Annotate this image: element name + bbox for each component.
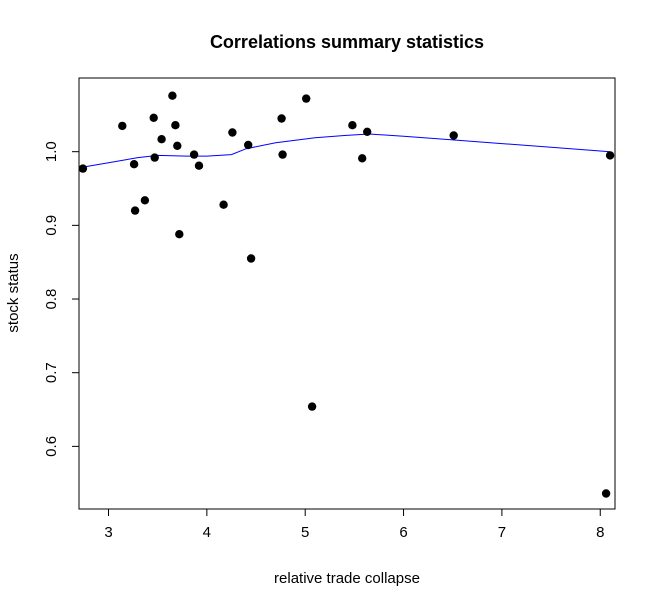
data-point [140,196,150,205]
x-tick-label: 5 [301,524,309,541]
data-point [363,127,372,136]
data-point [219,200,228,209]
y-tick-label: 0.7 [43,362,60,383]
y-tick-label: 0.8 [43,289,60,310]
data-point [302,94,311,103]
data-point [78,164,88,173]
x-tick-label: 7 [498,524,506,541]
data-point [150,153,159,162]
y-axis: 0.6 0.7 0.8 0.9 1.0 [43,141,80,457]
y-tick-label: 0.9 [43,215,60,236]
data-point [228,128,237,137]
data-point [244,140,253,150]
x-tick-label: 6 [399,524,407,541]
data-point [118,121,127,131]
data-point [129,160,139,169]
data-point [277,114,286,123]
data-point [157,135,166,144]
y-tick-label: 1.0 [43,141,60,162]
x-tick-label: 8 [596,524,604,541]
data-point [130,206,140,215]
x-tick-label: 3 [104,524,112,541]
data-point [175,230,184,239]
data-point [246,254,256,263]
data-point [449,131,458,140]
point-series [78,91,615,498]
data-point [149,113,158,123]
data-point [189,150,199,159]
x-tick-label: 4 [203,524,211,541]
data-point [605,151,615,160]
data-point [307,402,317,411]
y-tick-label: 0.6 [43,436,60,457]
data-point [358,154,367,163]
x-axis-label: relative trade collapse [274,570,420,587]
data-point [348,121,357,130]
data-point [194,161,204,170]
data-point [601,489,611,498]
chart-title: Correlations summary statistics [210,32,484,52]
x-axis: 3 4 5 6 7 8 [104,508,604,541]
data-point [171,121,180,130]
y-axis-label: stock status [5,253,22,332]
data-point [168,91,177,100]
data-point [278,150,287,159]
data-point [173,141,182,150]
